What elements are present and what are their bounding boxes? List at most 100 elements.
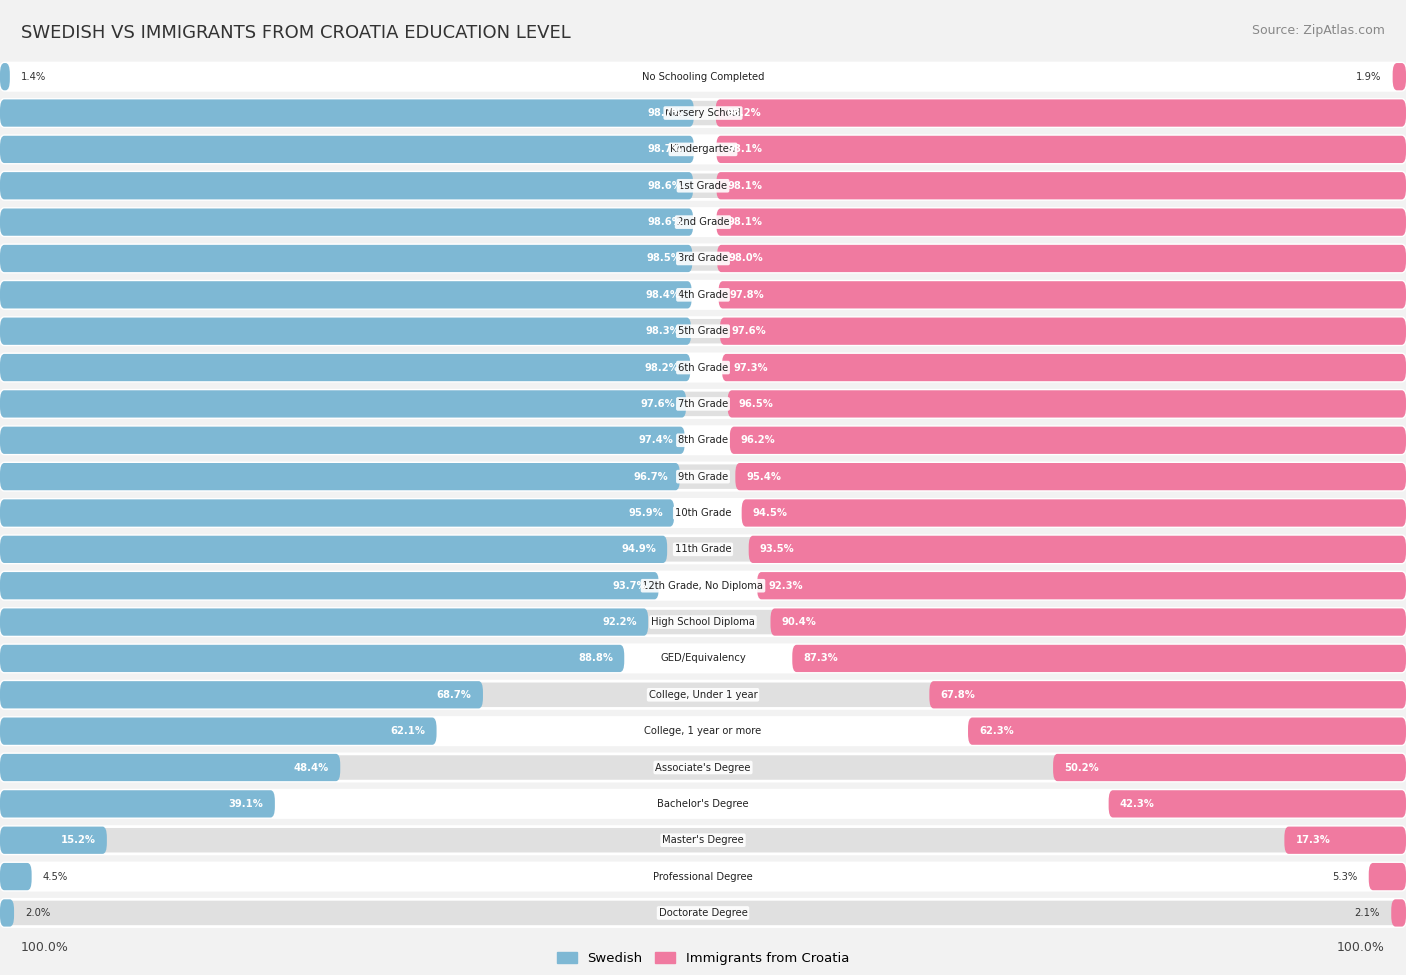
FancyBboxPatch shape — [0, 136, 695, 163]
Text: 98.5%: 98.5% — [647, 254, 682, 263]
Text: 93.7%: 93.7% — [613, 581, 648, 591]
Text: No Schooling Completed: No Schooling Completed — [641, 72, 765, 82]
Text: 98.1%: 98.1% — [728, 144, 762, 154]
FancyBboxPatch shape — [718, 281, 1406, 308]
FancyBboxPatch shape — [717, 245, 1406, 272]
FancyBboxPatch shape — [0, 427, 685, 454]
Text: Doctorate Degree: Doctorate Degree — [658, 908, 748, 917]
FancyBboxPatch shape — [1053, 754, 1406, 781]
Text: 98.1%: 98.1% — [728, 217, 762, 227]
Text: 10th Grade: 10th Grade — [675, 508, 731, 518]
Text: High School Diploma: High School Diploma — [651, 617, 755, 627]
Text: 96.2%: 96.2% — [741, 435, 776, 446]
Text: 1st Grade: 1st Grade — [679, 180, 727, 191]
Text: 15.2%: 15.2% — [60, 836, 96, 845]
Text: 92.2%: 92.2% — [602, 617, 637, 627]
FancyBboxPatch shape — [0, 245, 1406, 272]
Text: 95.4%: 95.4% — [747, 472, 782, 482]
Text: 11th Grade: 11th Grade — [675, 544, 731, 555]
FancyBboxPatch shape — [0, 827, 1406, 854]
FancyBboxPatch shape — [0, 99, 695, 127]
FancyBboxPatch shape — [720, 318, 1406, 345]
Text: 62.1%: 62.1% — [391, 726, 425, 736]
FancyBboxPatch shape — [0, 499, 675, 526]
Text: 97.4%: 97.4% — [638, 435, 673, 446]
FancyBboxPatch shape — [0, 754, 340, 781]
Text: 1.9%: 1.9% — [1355, 72, 1381, 82]
FancyBboxPatch shape — [723, 354, 1406, 381]
Text: 42.3%: 42.3% — [1119, 799, 1154, 809]
FancyBboxPatch shape — [0, 390, 1406, 417]
FancyBboxPatch shape — [0, 535, 1406, 563]
Text: 96.5%: 96.5% — [740, 399, 773, 409]
Text: 39.1%: 39.1% — [229, 799, 264, 809]
Text: 50.2%: 50.2% — [1064, 762, 1099, 772]
FancyBboxPatch shape — [0, 318, 1406, 345]
Text: 62.3%: 62.3% — [979, 726, 1014, 736]
FancyBboxPatch shape — [717, 136, 1406, 163]
Text: 17.3%: 17.3% — [1296, 836, 1330, 845]
FancyBboxPatch shape — [0, 682, 1406, 709]
Text: 8th Grade: 8th Grade — [678, 435, 728, 446]
FancyBboxPatch shape — [0, 209, 1406, 236]
Text: 2.0%: 2.0% — [25, 908, 51, 917]
FancyBboxPatch shape — [730, 427, 1406, 454]
FancyBboxPatch shape — [735, 463, 1406, 490]
FancyBboxPatch shape — [929, 682, 1406, 709]
Text: 68.7%: 68.7% — [437, 689, 472, 700]
Text: 98.4%: 98.4% — [645, 290, 681, 300]
Text: 97.8%: 97.8% — [730, 290, 765, 300]
FancyBboxPatch shape — [0, 136, 1406, 163]
FancyBboxPatch shape — [1392, 63, 1406, 91]
FancyBboxPatch shape — [0, 827, 107, 854]
FancyBboxPatch shape — [0, 899, 1406, 926]
Text: 97.6%: 97.6% — [640, 399, 675, 409]
Text: 98.7%: 98.7% — [648, 108, 683, 118]
FancyBboxPatch shape — [716, 99, 1406, 127]
Text: 98.6%: 98.6% — [647, 180, 682, 191]
FancyBboxPatch shape — [742, 499, 1406, 526]
Text: 88.8%: 88.8% — [578, 653, 613, 663]
Text: Professional Degree: Professional Degree — [654, 872, 752, 881]
FancyBboxPatch shape — [0, 790, 1406, 817]
FancyBboxPatch shape — [0, 644, 1406, 672]
FancyBboxPatch shape — [749, 535, 1406, 563]
Text: 95.9%: 95.9% — [628, 508, 664, 518]
Text: 4th Grade: 4th Grade — [678, 290, 728, 300]
Text: Nursery School: Nursery School — [665, 108, 741, 118]
FancyBboxPatch shape — [0, 281, 1406, 308]
Text: 98.2%: 98.2% — [644, 363, 679, 372]
FancyBboxPatch shape — [1285, 827, 1406, 854]
FancyBboxPatch shape — [0, 899, 14, 926]
FancyBboxPatch shape — [0, 572, 1406, 600]
Text: 6th Grade: 6th Grade — [678, 363, 728, 372]
Text: Bachelor's Degree: Bachelor's Degree — [657, 799, 749, 809]
FancyBboxPatch shape — [793, 644, 1406, 672]
FancyBboxPatch shape — [1108, 790, 1406, 817]
Text: 98.6%: 98.6% — [647, 217, 682, 227]
FancyBboxPatch shape — [0, 718, 1406, 745]
FancyBboxPatch shape — [0, 99, 1406, 127]
Text: GED/Equivalency: GED/Equivalency — [661, 653, 745, 663]
Text: 1.4%: 1.4% — [21, 72, 46, 82]
Text: 98.3%: 98.3% — [645, 327, 681, 336]
FancyBboxPatch shape — [0, 499, 1406, 526]
FancyBboxPatch shape — [758, 572, 1406, 600]
Text: 67.8%: 67.8% — [941, 689, 976, 700]
Text: 94.9%: 94.9% — [621, 544, 657, 555]
Text: 97.3%: 97.3% — [734, 363, 768, 372]
FancyBboxPatch shape — [0, 427, 1406, 454]
Text: 7th Grade: 7th Grade — [678, 399, 728, 409]
FancyBboxPatch shape — [0, 173, 1406, 200]
Text: 4.5%: 4.5% — [42, 872, 67, 881]
Text: 92.3%: 92.3% — [768, 581, 803, 591]
FancyBboxPatch shape — [0, 63, 10, 91]
FancyBboxPatch shape — [770, 608, 1406, 636]
FancyBboxPatch shape — [0, 318, 692, 345]
Text: 93.5%: 93.5% — [759, 544, 794, 555]
FancyBboxPatch shape — [0, 281, 692, 308]
Text: 98.0%: 98.0% — [728, 254, 763, 263]
FancyBboxPatch shape — [0, 463, 681, 490]
Text: 5th Grade: 5th Grade — [678, 327, 728, 336]
FancyBboxPatch shape — [0, 354, 690, 381]
